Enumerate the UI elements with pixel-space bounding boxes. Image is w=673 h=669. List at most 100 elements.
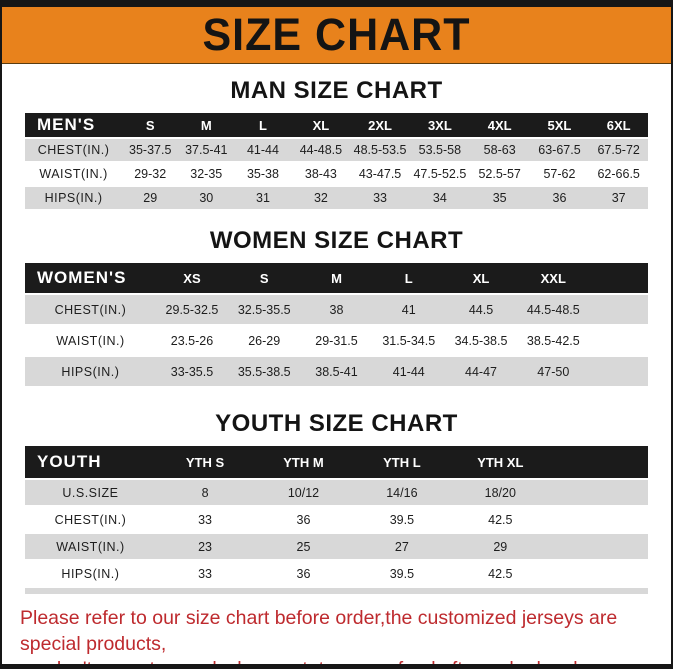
- table-row: CHEST(IN.) 33 36 39.5 42.5: [25, 507, 648, 532]
- size-column-header: S: [228, 263, 301, 293]
- row-label: CHEST(IN.): [25, 139, 123, 161]
- size-column-header: 3XL: [409, 113, 470, 137]
- size-value-cell: 18/20: [451, 480, 550, 505]
- filler-cell: [589, 295, 648, 324]
- table-row: HIPS(IN.) 29 30 31 32 33 34 35 36 37: [25, 187, 648, 209]
- size-value-cell: 48.5-53.5: [350, 139, 410, 161]
- women-size-table: WOMEN'S XS S M L XL XXL CHEST(IN.) 29.5-32.5 32.5…: [25, 261, 648, 388]
- size-value-cell: 35: [469, 187, 530, 209]
- footer-line-1: Please refer to our size chart before or…: [20, 607, 618, 655]
- section-women: WOMEN SIZE CHART WOMEN'S XS S M L XL XXL CHEST(…: [2, 227, 671, 388]
- women-section-title: WOMEN SIZE CHART: [209, 227, 464, 254]
- row-label: CHEST(IN.): [25, 507, 156, 532]
- size-value-cell: 37.5-41: [178, 139, 235, 161]
- size-column-header: L: [234, 113, 292, 137]
- filler-cell: [549, 446, 648, 478]
- size-column-header: YTH L: [352, 446, 452, 478]
- size-column-header: S: [122, 113, 179, 137]
- page-title: SIZE CHART: [202, 9, 471, 60]
- size-column-header: L: [372, 263, 445, 293]
- row-label: WAIST(IN.): [25, 326, 156, 355]
- size-value-cell: 36: [254, 507, 353, 532]
- size-value-cell: 52.5-57: [469, 163, 530, 185]
- size-value-cell: 32.5-35.5: [228, 295, 301, 324]
- size-value-cell: 25: [254, 534, 353, 559]
- size-column-header: 4XL: [469, 113, 530, 137]
- size-value-cell: 10/12: [254, 480, 353, 505]
- filler-cell: [549, 561, 648, 586]
- size-value-cell: 33: [155, 561, 255, 586]
- size-value-cell: 32: [291, 187, 351, 209]
- top-frame-bar: [2, 0, 671, 7]
- table-row: WAIST(IN.) 23 25 27 29: [25, 534, 648, 559]
- filler-cell: [549, 480, 648, 505]
- size-value-cell: 43-47.5: [350, 163, 410, 185]
- size-value-cell: 44.5-48.5: [517, 295, 590, 324]
- table-row: CHEST(IN.) 29.5-32.5 32.5-35.5 38 41 44.5 44.5…: [25, 295, 648, 324]
- footer-line-2: we don't accept cancel, change, teturn o…: [20, 657, 653, 664]
- size-value-cell: 14/16: [352, 480, 452, 505]
- row-label: WAIST(IN.): [25, 163, 123, 185]
- men-size-table: MEN'S S M L XL 2XL 3XL 4XL 5XL 6XL CHEST(IN.) 35-37…: [25, 111, 648, 211]
- size-value-cell: 27: [352, 534, 452, 559]
- table-row: HIPS(IN.) 33 36 39.5 42.5: [25, 561, 648, 586]
- size-value-cell: 35-37.5: [122, 139, 179, 161]
- size-value-cell: 26-29: [228, 326, 301, 355]
- size-value-cell: 35.5-38.5: [228, 357, 301, 386]
- size-value-cell: 38-43: [291, 163, 351, 185]
- table-row: WAIST(IN.) 29-32 32-35 35-38 38-43 43-47.5 47.…: [25, 163, 648, 185]
- size-value-cell: 38.5-41: [300, 357, 373, 386]
- size-value-cell: 57-62: [529, 163, 590, 185]
- size-value-cell: 23: [155, 534, 255, 559]
- row-label: HIPS(IN.): [25, 561, 156, 586]
- table-row: WAIST(IN.) 23.5-26 26-29 29-31.5 31.5-34.5 34…: [25, 326, 648, 355]
- size-value-cell: 41-44: [234, 139, 292, 161]
- size-value-cell: 44.5: [444, 295, 518, 324]
- table-row: U.S.SIZE 8 10/12 14/16 18/20: [25, 480, 648, 505]
- size-column-header: M: [300, 263, 373, 293]
- size-value-cell: 63-67.5: [529, 139, 590, 161]
- table-header-row: WOMEN'S XS S M L XL XXL: [25, 263, 648, 293]
- size-value-cell: 53.5-58: [409, 139, 470, 161]
- size-column-header: 5XL: [529, 113, 590, 137]
- size-value-cell: 34.5-38.5: [444, 326, 518, 355]
- size-value-cell: 58-63: [469, 139, 530, 161]
- size-value-cell: 35-38: [234, 163, 292, 185]
- size-value-cell: 29: [451, 534, 550, 559]
- size-value-cell: 34: [409, 187, 470, 209]
- table-row: CHEST(IN.) 35-37.5 37.5-41 41-44 44-48.5 48.5…: [25, 139, 648, 161]
- section-men: MAN SIZE CHART MEN'S S M L XL 2XL 3XL 4XL 5XL 6XL…: [2, 77, 671, 211]
- size-value-cell: 38: [300, 295, 373, 324]
- size-value-cell: 33: [350, 187, 410, 209]
- table-corner-label: MEN'S: [25, 113, 123, 137]
- size-column-header: XXL: [517, 263, 590, 293]
- size-column-header: YTH M: [254, 446, 353, 478]
- size-column-header: YTH XL: [451, 446, 550, 478]
- size-value-cell: 44-48.5: [291, 139, 351, 161]
- size-value-cell: 29-31.5: [300, 326, 373, 355]
- table-corner-label: YOUTH: [25, 446, 156, 478]
- size-column-header: XL: [291, 113, 351, 137]
- title-banner: SIZE CHART: [2, 7, 671, 64]
- size-value-cell: 42.5: [451, 561, 550, 586]
- table-header-row: YOUTH YTH S YTH M YTH L YTH XL: [25, 446, 648, 478]
- table-row: HIPS(IN.) 33-35.5 35.5-38.5 38.5-41 41-44 44-…: [25, 357, 648, 386]
- size-value-cell: 23.5-26: [155, 326, 229, 355]
- size-value-cell: 67.5-72: [589, 139, 648, 161]
- filler-cell: [549, 534, 648, 559]
- size-column-header: XL: [444, 263, 518, 293]
- size-value-cell: 36: [529, 187, 590, 209]
- size-column-header: 2XL: [350, 113, 410, 137]
- footer-disclaimer: Please refer to our size chart before or…: [2, 606, 671, 664]
- youth-section-title: YOUTH SIZE CHART: [215, 410, 458, 437]
- size-value-cell: 31.5-34.5: [372, 326, 445, 355]
- men-section-title: MAN SIZE CHART: [230, 77, 443, 104]
- size-value-cell: 39.5: [352, 507, 452, 532]
- size-value-cell: 29: [122, 187, 179, 209]
- size-value-cell: 33: [155, 507, 255, 532]
- row-label: HIPS(IN.): [25, 357, 156, 386]
- size-value-cell: 30: [178, 187, 235, 209]
- size-value-cell: 37: [589, 187, 648, 209]
- size-value-cell: 38.5-42.5: [517, 326, 590, 355]
